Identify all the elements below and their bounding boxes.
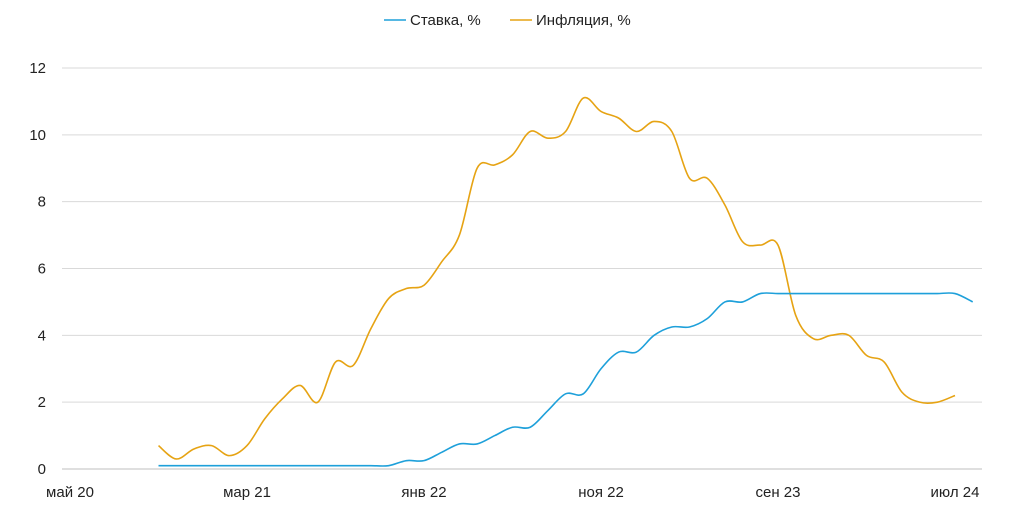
- legend-label: Инфляция, %: [536, 12, 631, 29]
- x-tick-label: май 20: [46, 484, 94, 501]
- y-tick-label: 6: [38, 261, 46, 278]
- x-tick-label: мар 21: [223, 484, 271, 501]
- x-tick-label: июл 24: [931, 484, 980, 501]
- series-lines: [157, 96, 974, 467]
- gridlines: [62, 67, 982, 470]
- x-axis: май 20 мар 21 янв 22 ноя 22 сен 23 июл 24: [46, 484, 979, 501]
- x-tick-label: ноя 22: [578, 484, 624, 501]
- series-line-rate: [158, 292, 974, 467]
- y-tick-label: 2: [38, 394, 46, 411]
- y-tick-label: 12: [29, 60, 46, 77]
- y-axis: 0 2 4 6 8 10 12: [29, 60, 46, 478]
- y-tick-label: 10: [29, 127, 46, 144]
- y-tick-label: 0: [38, 461, 46, 478]
- legend: Ставка, % Инфляция, %: [384, 12, 631, 29]
- x-tick-label: янв 22: [401, 484, 446, 501]
- y-tick-label: 4: [38, 327, 46, 344]
- x-tick-label: сен 23: [756, 484, 801, 501]
- series-line-inflation: [157, 96, 956, 460]
- y-tick-label: 8: [38, 194, 46, 211]
- legend-label: Ставка, %: [410, 12, 481, 29]
